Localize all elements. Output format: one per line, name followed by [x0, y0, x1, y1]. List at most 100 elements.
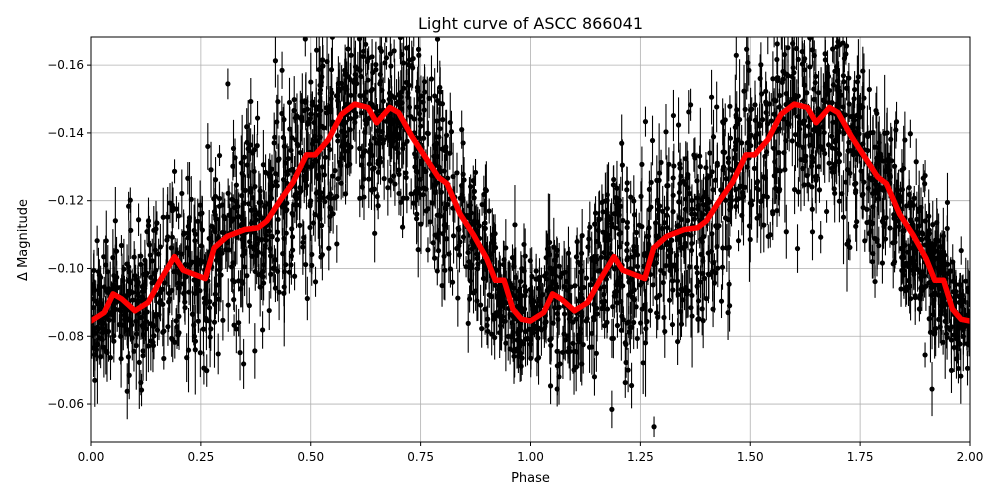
data-point — [727, 245, 732, 250]
data-point — [288, 148, 293, 153]
data-point — [188, 261, 193, 266]
data-point — [938, 312, 943, 317]
data-point — [927, 316, 932, 321]
data-point — [691, 152, 696, 157]
data-point — [362, 97, 367, 102]
data-point — [671, 193, 676, 198]
data-point — [396, 151, 401, 156]
data-point — [865, 134, 870, 139]
data-point — [268, 272, 273, 277]
data-point — [95, 341, 100, 346]
data-point — [288, 167, 293, 172]
data-point — [575, 239, 580, 244]
data-point — [231, 323, 236, 328]
data-point — [493, 283, 498, 288]
data-point — [196, 319, 201, 324]
data-point — [811, 25, 816, 30]
data-point — [847, 245, 852, 250]
data-point — [853, 190, 858, 195]
data-point — [95, 238, 100, 243]
data-point — [555, 311, 560, 316]
data-point — [405, 95, 410, 100]
data-point — [263, 243, 268, 248]
data-point — [919, 284, 924, 289]
data-point — [313, 279, 318, 284]
data-point — [662, 271, 667, 276]
data-point — [451, 233, 456, 238]
data-point — [268, 187, 273, 192]
data-point — [194, 266, 199, 271]
data-point — [411, 201, 416, 206]
data-point — [709, 95, 714, 100]
data-point — [560, 350, 565, 355]
data-point — [881, 224, 886, 229]
data-point — [327, 104, 332, 109]
data-point — [714, 104, 719, 109]
data-point — [230, 278, 235, 283]
data-point — [357, 68, 362, 73]
data-point — [670, 322, 675, 327]
data-point — [311, 220, 316, 225]
data-point — [741, 89, 746, 94]
data-point — [140, 348, 145, 353]
data-point — [836, 89, 841, 94]
data-point — [548, 343, 553, 348]
data-point — [930, 222, 935, 227]
data-point — [220, 318, 225, 323]
data-point — [537, 277, 542, 282]
data-point — [160, 330, 165, 335]
data-point — [176, 314, 181, 319]
data-point — [792, 187, 797, 192]
data-point — [770, 76, 775, 81]
data-point — [570, 341, 575, 346]
data-point — [398, 200, 403, 205]
data-point — [122, 312, 127, 317]
data-point — [949, 337, 954, 342]
data-point — [440, 101, 445, 106]
data-point — [954, 293, 959, 298]
data-point — [912, 196, 917, 201]
data-point — [919, 237, 924, 242]
data-point — [432, 256, 437, 261]
data-point — [400, 225, 405, 230]
data-point — [133, 277, 138, 282]
data-point — [864, 220, 869, 225]
data-point — [703, 165, 708, 170]
data-point — [372, 231, 377, 236]
data-point — [119, 356, 124, 361]
data-point — [823, 51, 828, 56]
data-point — [258, 284, 263, 289]
data-point — [186, 290, 191, 295]
data-point — [308, 116, 313, 121]
data-point — [216, 351, 221, 356]
data-point — [474, 298, 479, 303]
data-point — [174, 318, 179, 323]
data-point — [806, 182, 811, 187]
data-point — [599, 200, 604, 205]
data-point — [478, 302, 483, 307]
data-point — [212, 320, 217, 325]
data-point — [520, 355, 525, 360]
data-point — [138, 253, 143, 258]
data-point — [817, 187, 822, 192]
data-point — [398, 94, 403, 99]
data-point — [137, 360, 142, 365]
data-point — [694, 265, 699, 270]
data-point — [277, 290, 282, 295]
data-point — [776, 11, 781, 16]
data-point — [132, 255, 137, 260]
data-point — [843, 51, 848, 56]
data-point — [917, 306, 922, 311]
data-point — [138, 315, 143, 320]
data-point — [796, 57, 801, 62]
data-point — [888, 137, 893, 142]
data-point — [609, 221, 614, 226]
data-point — [348, 144, 353, 149]
data-point — [327, 205, 332, 210]
data-point — [260, 327, 265, 332]
data-point — [404, 196, 409, 201]
data-point — [393, 127, 398, 132]
data-point — [94, 347, 99, 352]
data-point — [892, 164, 897, 169]
data-point — [656, 207, 661, 212]
